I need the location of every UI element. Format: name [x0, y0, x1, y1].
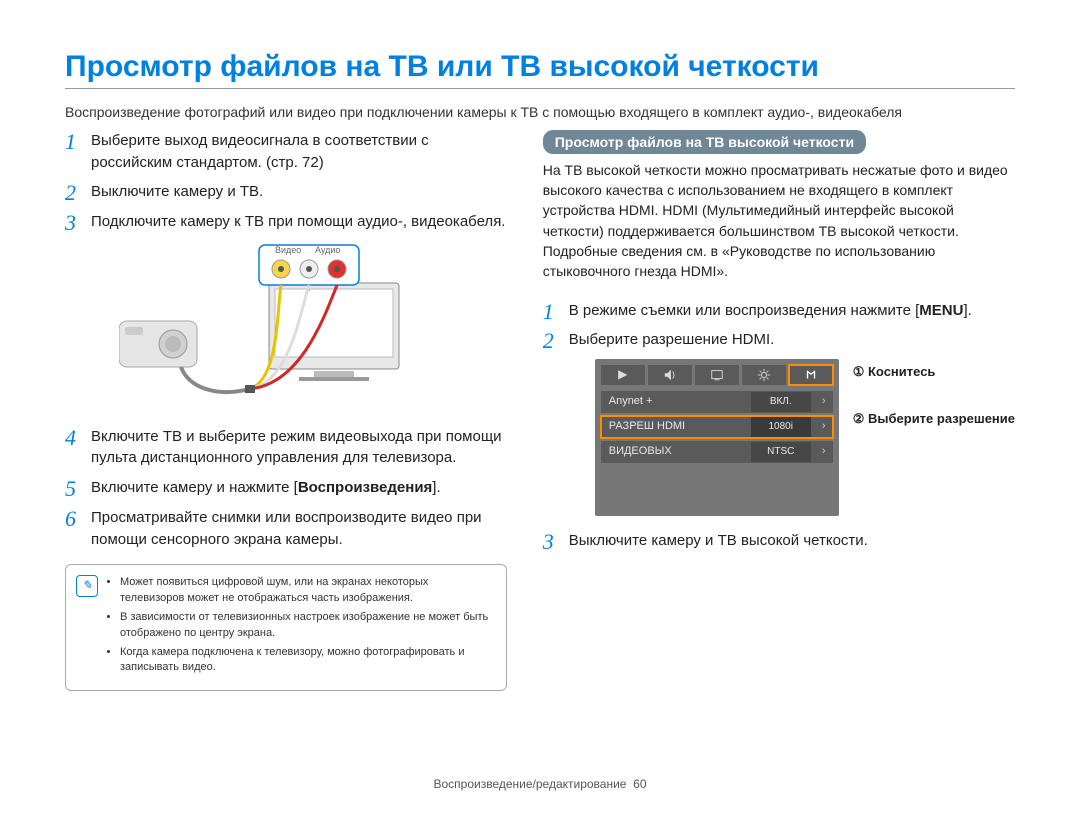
step: Выберите разрешение HDMI. ▶	[543, 329, 1015, 516]
step: Выключите камеру и ТВ.	[65, 181, 507, 203]
callouts: ① Коснитесь ② Выберите разрешение	[853, 359, 1015, 429]
tab-sound-icon[interactable]	[648, 365, 692, 385]
tab-selected-icon[interactable]	[789, 365, 833, 385]
note-box: ✎ Может появиться цифровой шум, или на э…	[65, 564, 507, 690]
menu-screenshot: ▶ Anynet + ВКЛ. ›	[595, 359, 839, 516]
menu-screenshot-wrap: ▶ Anynet + ВКЛ. ›	[595, 359, 1015, 516]
chevron-right-icon: ›	[815, 394, 833, 410]
callout-2: ② Выберите разрешение	[853, 410, 1015, 429]
page-title: Просмотр файлов на ТВ или ТВ высокой чет…	[65, 50, 1015, 89]
note: Может появиться цифровой шум, или на экр…	[120, 575, 494, 606]
chevron-right-icon: ›	[815, 444, 833, 460]
callout-1: ① Коснитесь	[853, 363, 1015, 382]
tab-gear-icon[interactable]	[742, 365, 786, 385]
menu-rows: Anynet + ВКЛ. › РАЗРЕШ HDMI 1080i ›	[601, 391, 833, 463]
left-column: Выберите выход видеосигнала в соответств…	[65, 130, 507, 691]
menu-tabs: ▶	[601, 365, 833, 385]
note: В зависимости от телевизионных настроек …	[120, 610, 494, 641]
step: Просматривайте снимки или воспроизводите…	[65, 507, 507, 551]
step: Подключите камеру к ТВ при помощи аудио-…	[65, 211, 507, 416]
page: Просмотр файлов на ТВ или ТВ высокой чет…	[0, 0, 1080, 815]
note-icon: ✎	[76, 575, 98, 597]
intro-text: Воспроизведение фотографий или видео при…	[65, 103, 1015, 122]
footer: Воспроизведение/редактирование 60	[0, 777, 1080, 791]
step: Включите ТВ и выберите режим видеовыхода…	[65, 426, 507, 470]
step: Выберите выход видеосигнала в соответств…	[65, 130, 507, 174]
step: В режиме съемки или воспроизведения нажм…	[543, 300, 1015, 322]
left-steps: Выберите выход видеосигнала в соответств…	[65, 130, 507, 551]
right-text: На ТВ высокой четкости можно просматрива…	[543, 160, 1015, 282]
cable-diagram: Видео Аудио	[119, 239, 507, 416]
menu-empty-area	[601, 466, 833, 510]
menu-row[interactable]: Anynet + ВКЛ. ›	[601, 391, 833, 413]
audio-label: Аудио	[315, 245, 340, 255]
video-label: Видео	[275, 245, 301, 255]
section-header: Просмотр файлов на ТВ высокой четкости	[543, 130, 866, 154]
menu-row[interactable]: ВИДЕОВЫХ NTSC ›	[601, 441, 833, 463]
menu-row-highlighted[interactable]: РАЗРЕШ HDMI 1080i ›	[601, 416, 833, 438]
chevron-right-icon: ›	[815, 419, 833, 435]
step: Выключите камеру и ТВ высокой четкости.	[543, 530, 1015, 552]
step: Включите камеру и нажмите [Воспроизведен…	[65, 477, 507, 499]
right-column: Просмотр файлов на ТВ высокой четкости Н…	[543, 130, 1015, 691]
right-steps: В режиме съемки или воспроизведения нажм…	[543, 300, 1015, 552]
note: Когда камера подключена к телевизору, мо…	[120, 645, 494, 676]
tab-display-icon[interactable]	[695, 365, 739, 385]
columns: Выберите выход видеосигнала в соответств…	[65, 130, 1015, 691]
tab-play-icon[interactable]: ▶	[601, 365, 645, 385]
